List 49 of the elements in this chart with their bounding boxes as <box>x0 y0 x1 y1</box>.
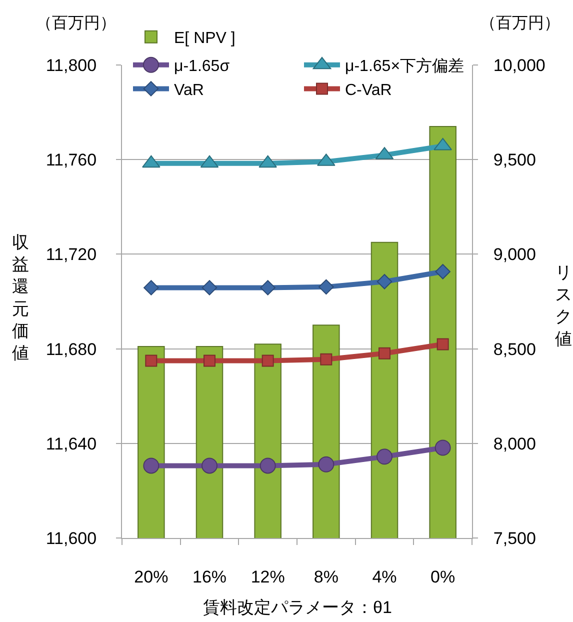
y2-tick-label: 10,000 <box>493 56 546 75</box>
text: （百万円） <box>36 15 116 32</box>
y2-tick-label: 8,500 <box>493 340 536 359</box>
point <box>376 274 392 290</box>
x-tick-label: 12% <box>250 567 285 586</box>
y-axis-title: 収益還元価値 <box>12 233 29 362</box>
y2-tick-label: 7,500 <box>493 528 536 548</box>
point <box>260 458 276 474</box>
point <box>258 155 277 168</box>
point <box>144 280 159 296</box>
point <box>260 280 276 296</box>
legend-label: E[ NPV ] <box>174 30 236 48</box>
y-tick-label: 11,680 <box>46 340 97 359</box>
legend-label: μ-1.65σ <box>174 58 230 76</box>
point <box>318 279 334 295</box>
y2-axis-title: リスク値 <box>555 263 572 348</box>
y-tick-label: 11,600 <box>46 528 97 548</box>
x-tick-label: 8% <box>314 567 338 586</box>
legend-label: VaR <box>174 82 204 99</box>
point <box>320 353 332 366</box>
point <box>262 354 274 367</box>
y-tick-label: 11,640 <box>46 434 97 454</box>
y2-tick-label: 9,000 <box>493 245 536 264</box>
point <box>436 338 449 350</box>
point <box>378 347 390 360</box>
point <box>376 448 392 465</box>
y-tick-label: 11,720 <box>46 245 97 264</box>
x-tick-label: 20% <box>134 567 168 586</box>
point <box>145 354 158 367</box>
x-tick-label: 0% <box>430 567 456 586</box>
point <box>142 155 160 168</box>
point <box>202 458 218 474</box>
x-tick-label: 4% <box>372 567 397 586</box>
point <box>434 138 452 150</box>
point <box>434 440 451 456</box>
legend-label: μ-1.65×下方偏差 <box>345 57 464 76</box>
point <box>202 280 218 296</box>
x-axis-title: 賃料改定パラメータ：θ1 <box>203 598 392 617</box>
y2-tick-label: 9,500 <box>493 150 536 170</box>
legend-label: C-VaR <box>345 82 392 99</box>
y-tick-label: 11,760 <box>46 150 97 170</box>
text: （百万円） <box>480 15 560 32</box>
point <box>143 458 160 474</box>
point <box>435 264 450 280</box>
point <box>204 354 216 367</box>
y-tick-label: 11,800 <box>46 56 97 75</box>
x-tick-label: 16% <box>192 567 227 586</box>
point <box>318 456 334 472</box>
y2-tick-label: 8,000 <box>493 434 536 454</box>
